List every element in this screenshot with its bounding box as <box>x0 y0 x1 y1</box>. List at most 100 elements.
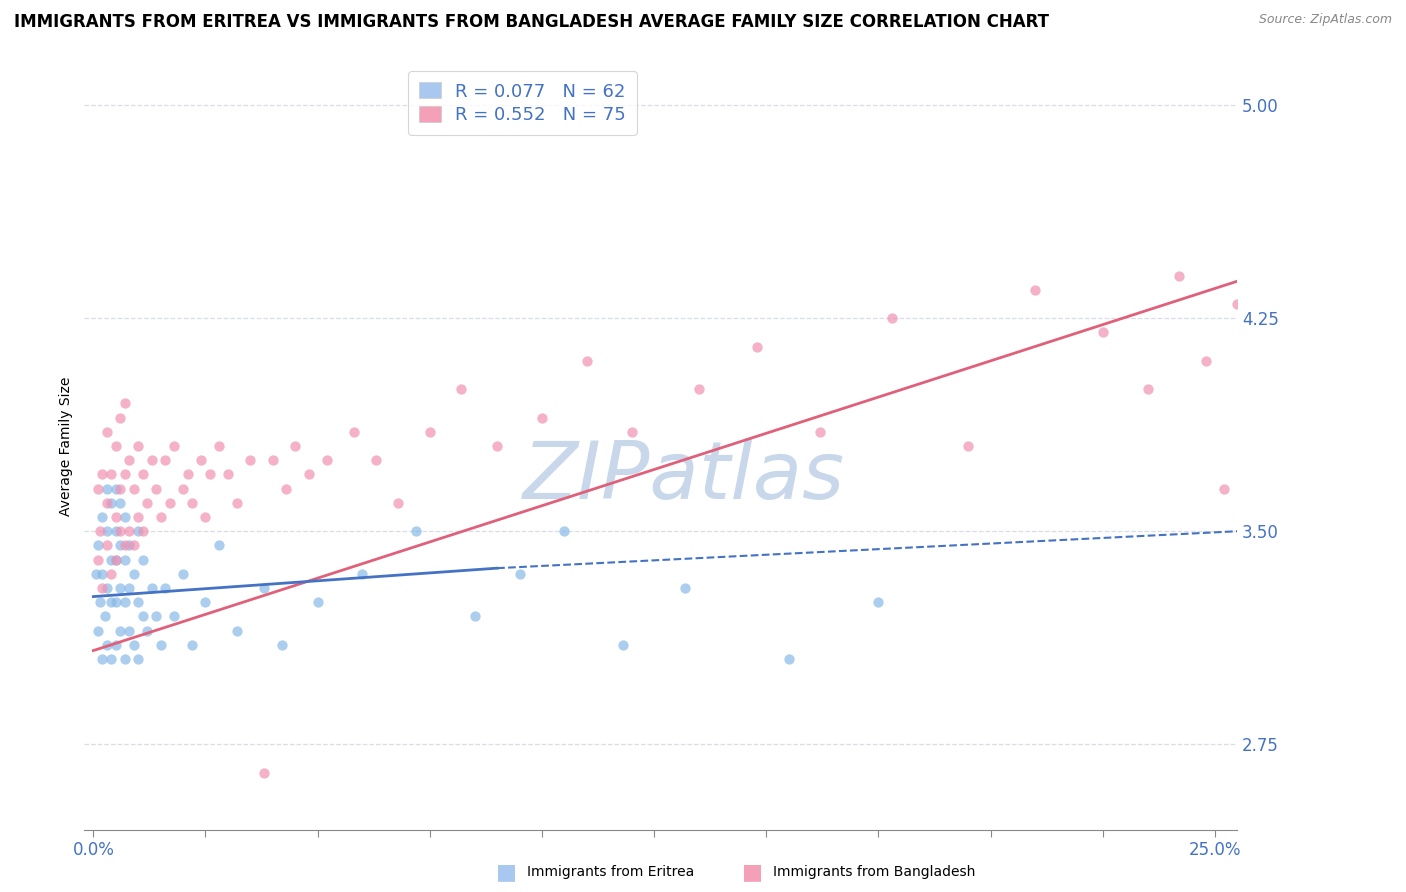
Point <box>131 552 153 566</box>
Point <box>620 425 643 439</box>
Point <box>1136 382 1159 396</box>
Point <box>96 425 118 439</box>
Point <box>190 453 212 467</box>
Point <box>530 410 553 425</box>
Point <box>172 566 194 581</box>
Point <box>122 638 145 652</box>
Point <box>163 609 186 624</box>
Point <box>114 652 136 666</box>
Point <box>114 538 136 552</box>
Point <box>100 496 122 510</box>
Point <box>405 524 427 539</box>
Point <box>91 467 114 482</box>
Point <box>104 638 127 652</box>
Point <box>127 652 149 666</box>
Point <box>464 609 486 624</box>
Point <box>122 566 145 581</box>
Point <box>110 538 132 552</box>
Point <box>352 566 374 581</box>
Point <box>1294 127 1316 141</box>
Text: ■: ■ <box>742 863 762 882</box>
Point <box>127 439 149 453</box>
Point <box>868 595 890 609</box>
Point <box>486 439 509 453</box>
Point <box>96 538 118 552</box>
Point <box>89 595 111 609</box>
Point <box>87 624 110 638</box>
Point <box>153 453 176 467</box>
Point <box>93 609 115 624</box>
Point <box>110 410 132 425</box>
Point <box>612 638 634 652</box>
Point <box>110 581 132 595</box>
Point <box>1226 297 1249 311</box>
Point <box>110 496 132 510</box>
Text: IMMIGRANTS FROM ERITREA VS IMMIGRANTS FROM BANGLADESH AVERAGE FAMILY SIZE CORREL: IMMIGRANTS FROM ERITREA VS IMMIGRANTS FR… <box>14 13 1049 31</box>
Point <box>141 453 163 467</box>
Point <box>100 467 122 482</box>
Point <box>91 652 114 666</box>
Point <box>122 482 145 496</box>
Point <box>957 439 980 453</box>
Point <box>127 524 149 539</box>
Point <box>91 566 114 581</box>
Point <box>880 311 903 326</box>
Point <box>208 439 231 453</box>
Point <box>419 425 441 439</box>
Point <box>114 595 136 609</box>
Point <box>96 496 118 510</box>
Point <box>131 524 153 539</box>
Point <box>270 638 292 652</box>
Point <box>131 467 153 482</box>
Point <box>114 552 136 566</box>
Point <box>118 538 141 552</box>
Point <box>276 482 298 496</box>
Point <box>100 566 122 581</box>
Point <box>87 538 110 552</box>
Point <box>127 510 149 524</box>
Text: ■: ■ <box>496 863 516 882</box>
Point <box>145 609 167 624</box>
Point <box>163 439 186 453</box>
Text: Immigrants from Bangladesh: Immigrants from Bangladesh <box>773 865 976 880</box>
Point <box>145 482 167 496</box>
Point <box>96 581 118 595</box>
Point <box>298 467 321 482</box>
Point <box>364 453 387 467</box>
Point <box>553 524 575 539</box>
Point <box>149 510 172 524</box>
Point <box>96 638 118 652</box>
Point <box>307 595 329 609</box>
Point <box>1168 268 1191 283</box>
Point <box>262 453 284 467</box>
Point <box>198 467 221 482</box>
Point <box>91 581 114 595</box>
Point <box>104 595 127 609</box>
Point <box>136 496 159 510</box>
Point <box>84 566 107 581</box>
Point <box>387 496 409 510</box>
Point <box>153 581 176 595</box>
Point <box>118 453 141 467</box>
Point <box>181 496 204 510</box>
Point <box>141 581 163 595</box>
Point <box>110 524 132 539</box>
Point <box>104 439 127 453</box>
Point <box>181 638 204 652</box>
Point <box>127 595 149 609</box>
Point <box>1240 340 1263 354</box>
Point <box>91 510 114 524</box>
Point <box>114 396 136 410</box>
Point <box>1091 326 1114 340</box>
Point <box>225 496 247 510</box>
Text: ZIPatlas: ZIPatlas <box>523 438 845 516</box>
Point <box>149 638 172 652</box>
Text: Source: ZipAtlas.com: Source: ZipAtlas.com <box>1258 13 1392 27</box>
Point <box>118 624 141 638</box>
Point <box>110 482 132 496</box>
Point <box>808 425 831 439</box>
Point <box>96 524 118 539</box>
Point <box>114 467 136 482</box>
Point <box>675 581 697 595</box>
Point <box>159 496 181 510</box>
